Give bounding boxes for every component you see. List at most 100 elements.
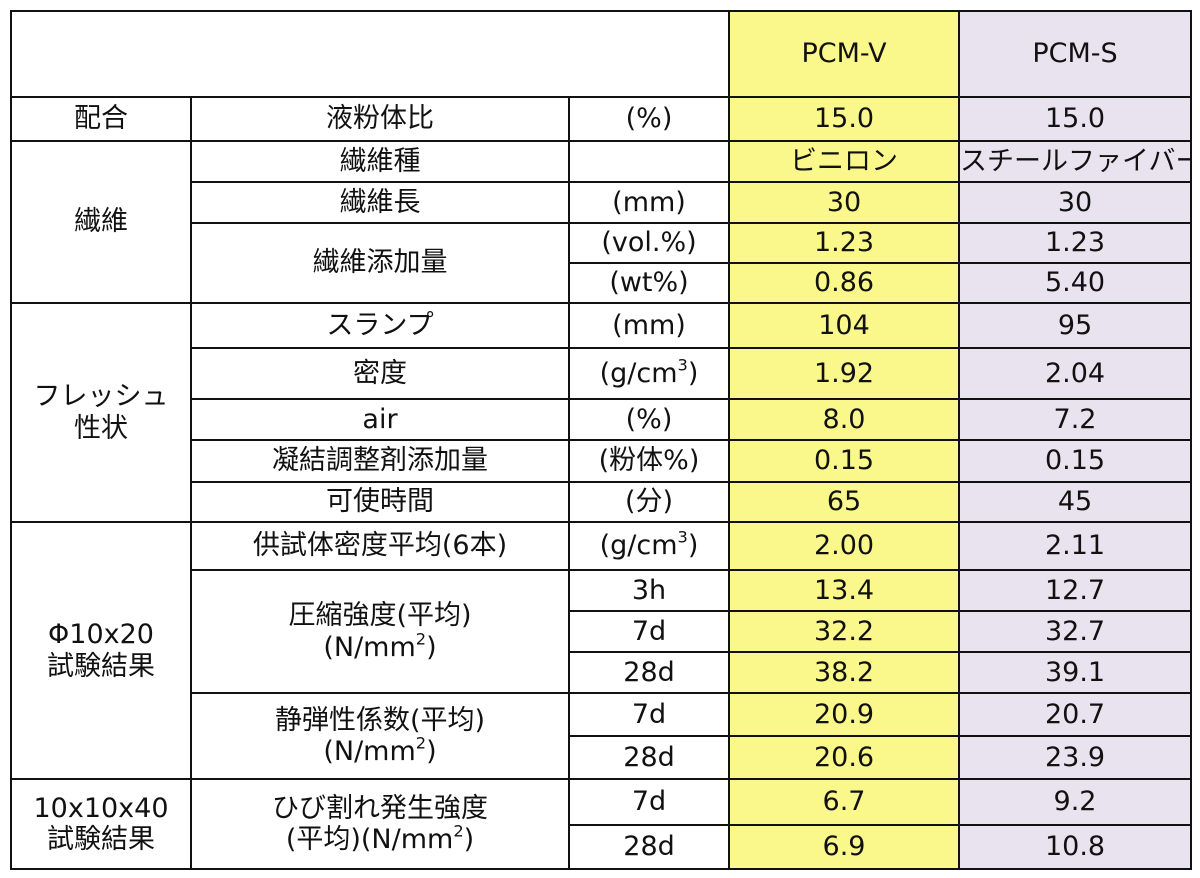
value-pcm-s: 7.2	[958, 398, 1193, 441]
unit-cell: (mm)	[567, 302, 731, 349]
table-row: 凝結調整剤添加量 (粉体%) 0.15 0.15	[11, 439, 1193, 483]
unit-base: (N/mm	[323, 631, 416, 663]
category-phi-line1: Φ10x20	[48, 619, 154, 651]
value-pcm-v: ビニロン	[728, 140, 961, 183]
table-row: 10x10x40 試験結果 ひび割れ発生強度 (平均)(N/mm2) 7d 6.…	[10, 778, 1193, 870]
category-phi-test: Φ10x20 試験結果	[10, 521, 192, 780]
table-row: air (%) 8.0 7.2	[11, 398, 1193, 441]
value-pcm-v: 15.0	[728, 96, 961, 142]
header-pcm-s: PCM-S	[958, 10, 1193, 98]
item-fiber-length: 繊維長	[190, 181, 570, 224]
category-prism-test: 10x10x40 試験結果	[10, 778, 192, 870]
header-row: PCM-V PCM-S	[9, 10, 1193, 98]
unit-cell: (vol.%)	[567, 222, 731, 264]
value-pcm-v: 2.00	[728, 521, 961, 571]
unit-cell: (g/cm3)	[567, 521, 731, 571]
value-pcm-s: 2.11	[958, 521, 1193, 571]
table-row: 28d 38.2 39.1	[11, 651, 1193, 694]
item-crack-strength: ひび割れ発生強度 (平均)(N/mm2)	[190, 778, 570, 870]
unit-cell: (粉体%)	[567, 439, 731, 483]
item-fiber-amount: 繊維添加量	[190, 222, 570, 304]
value-pcm-s: 12.7	[958, 569, 1193, 612]
unit-close: )	[463, 824, 475, 855]
unit-exponent: 2	[453, 821, 464, 841]
value-pcm-s: 5.40	[958, 262, 1193, 304]
table-row: 28d 20.6 23.9	[11, 735, 1193, 780]
unit-cell: (mm)	[567, 181, 731, 224]
value-pcm-v: 0.15	[728, 439, 961, 483]
value-pcm-s: スチールファイバー	[958, 140, 1193, 183]
item-elastic-line2: (N/mm2)	[193, 733, 567, 767]
value-pcm-v: 30	[728, 181, 961, 224]
table-row: Φ10x20 試験結果 供試体密度平均(6本) (g/cm3) 2.00 2.1…	[10, 521, 1193, 780]
value-pcm-v: 32.2	[728, 610, 961, 653]
item-crack-line2: (平均)(N/mm2)	[193, 821, 567, 855]
item-liquid-powder-ratio: 液粉体比	[190, 96, 570, 142]
item-slump: スランプ	[190, 302, 570, 349]
value-pcm-v: 6.9	[728, 824, 961, 870]
unit-cell: (%)	[567, 96, 731, 142]
value-pcm-v: 1.92	[728, 347, 961, 400]
table-row: 繊維 繊維種 ビニロン スチールファイバー	[10, 140, 1193, 304]
table-row: 可使時間 (分) 65 45	[11, 481, 1193, 523]
value-pcm-s: 15.0	[958, 96, 1193, 142]
value-pcm-s: 0.15	[958, 439, 1193, 483]
unit-exponent: 3	[677, 355, 688, 375]
age-cell: 7d	[567, 610, 731, 653]
value-pcm-v: 0.86	[728, 262, 961, 304]
category-mix: 配合	[10, 96, 192, 142]
unit-exponent: 2	[415, 629, 427, 649]
value-pcm-v: 6.7	[728, 778, 961, 826]
value-pcm-s: 30	[958, 181, 1193, 224]
value-pcm-s: 2.04	[958, 347, 1193, 400]
age-cell: 28d	[567, 651, 731, 694]
item-work-time: 可使時間	[190, 481, 570, 523]
category-fresh: フレッシュ 性状	[10, 302, 192, 523]
item-compressive-strength: 圧縮強度(平均) (N/mm2)	[190, 569, 570, 694]
unit-cell: (%)	[567, 398, 731, 441]
unit-close: )	[426, 631, 437, 663]
table-row: 繊維添加量 (vol.%) 1.23 1.23	[11, 222, 1193, 304]
value-pcm-v: 20.6	[728, 735, 961, 780]
table-row: 静弾性係数(平均) (N/mm2) 7d 20.9 20.7	[11, 692, 1193, 780]
table-row: (wt%) 0.86 5.40	[11, 262, 1193, 304]
unit-exponent: 2	[415, 733, 427, 753]
item-crack-line1: ひび割れ発生強度	[272, 792, 488, 824]
value-pcm-v: 20.9	[728, 692, 961, 737]
header-blank-cell	[9, 10, 731, 98]
unit-base: (g/cm	[599, 530, 678, 562]
value-pcm-v: 38.2	[728, 651, 961, 694]
value-pcm-v: 8.0	[728, 398, 961, 441]
value-pcm-v: 65	[728, 481, 961, 523]
age-cell: 3h	[567, 569, 731, 612]
value-pcm-s: 23.9	[958, 735, 1193, 780]
item-elastic-modulus: 静弾性係数(平均) (N/mm2)	[190, 692, 570, 780]
unit-base: (N/mm	[323, 736, 416, 767]
value-pcm-s: 95	[958, 302, 1193, 349]
unit-base: (平均)(N/mm	[285, 824, 454, 855]
age-cell: 7d	[567, 692, 731, 737]
category-fresh-line2: 性状	[74, 412, 128, 444]
unit-cell: (分)	[567, 481, 731, 523]
category-fiber: 繊維	[10, 140, 192, 304]
item-elastic-line1: 静弾性係数(平均)	[274, 704, 486, 736]
table-row: 繊維長 (mm) 30 30	[11, 181, 1193, 224]
value-pcm-v: 1.23	[728, 222, 961, 264]
value-pcm-v: 13.4	[728, 569, 961, 612]
table-row: 7d 32.2 32.7	[11, 610, 1193, 653]
value-pcm-s: 45	[958, 481, 1193, 523]
header-pcm-v: PCM-V	[728, 10, 961, 98]
item-air: air	[190, 398, 570, 441]
unit-close: )	[687, 357, 699, 389]
category-phi-line2: 試験結果	[47, 650, 155, 682]
item-retarder: 凝結調整剤添加量	[190, 439, 570, 483]
category-prism-line1: 10x10x40	[33, 792, 169, 824]
item-density: 密度	[190, 347, 570, 400]
category-prism-line2: 試験結果	[47, 824, 155, 855]
table-row: 28d 6.9 10.8	[11, 824, 1193, 870]
item-compressive-line2: (N/mm2)	[193, 629, 567, 663]
unit-exponent: 3	[677, 528, 688, 548]
value-pcm-s: 9.2	[958, 778, 1193, 826]
item-fiber-type: 繊維種	[190, 140, 570, 183]
value-pcm-s: 1.23	[958, 222, 1193, 264]
